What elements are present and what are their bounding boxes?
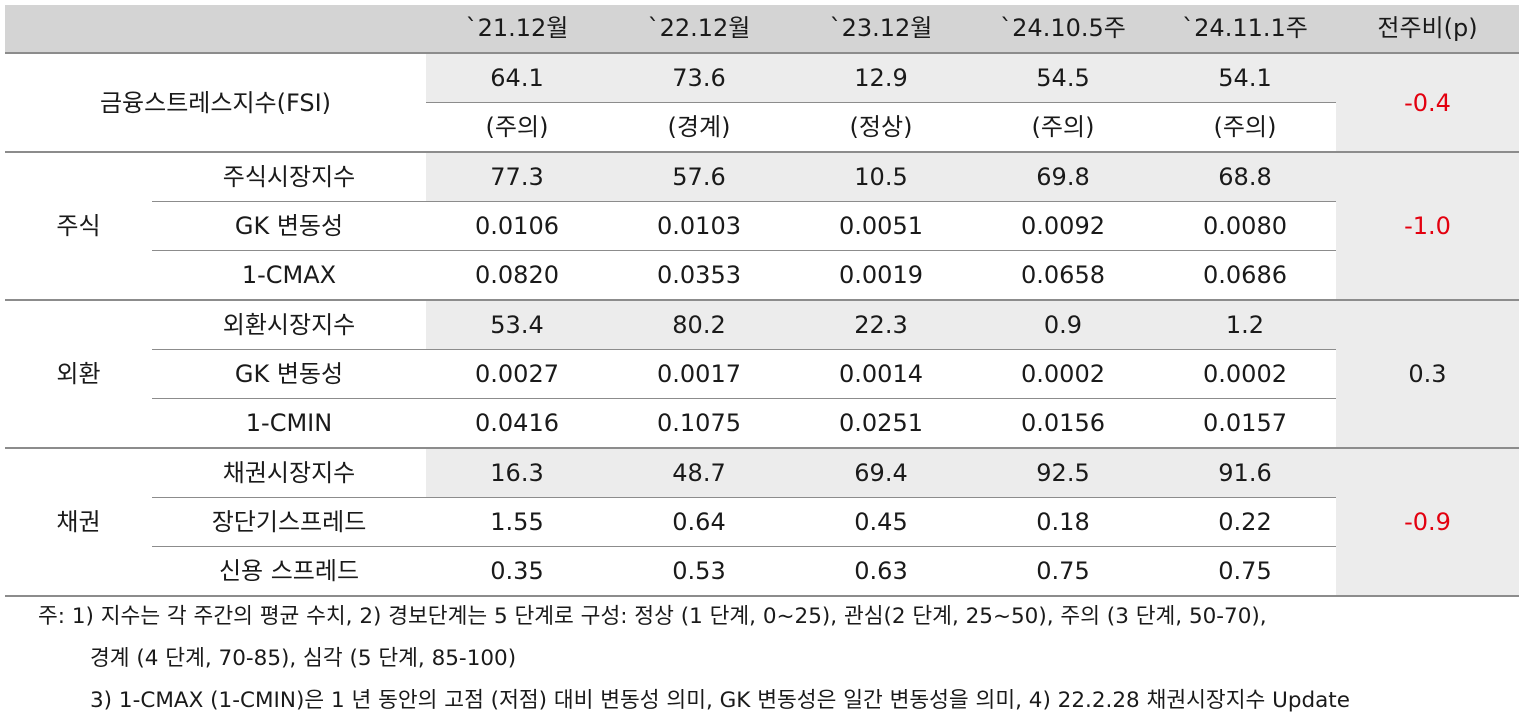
change-cell: -0.4 xyxy=(1336,53,1519,153)
table-cell: 0.75 xyxy=(1154,546,1336,597)
table-cell: 0.63 xyxy=(790,546,972,597)
table-cell: 0.0103 xyxy=(608,201,790,251)
fsi-label: 금융스트레스지수(FSI) xyxy=(5,53,426,153)
table-cell: 0.0251 xyxy=(790,398,972,449)
header-row: `21.12월 `22.12월 `23.12월 `24.10.5주 `24.11… xyxy=(5,5,1519,54)
table-cell: 54.5 xyxy=(972,53,1154,103)
table-cell: 53.4 xyxy=(426,300,608,350)
fsi-status-row: (주의) (경계) (정상) (주의) (주의) xyxy=(5,102,1519,153)
group-label: 채권 xyxy=(5,448,152,597)
row-label: 주식시장지수 xyxy=(152,152,426,202)
table-cell: 0.0658 xyxy=(972,250,1154,301)
table-cell: 0.64 xyxy=(608,497,790,547)
table-cell: 16.3 xyxy=(426,448,608,498)
table-cell: 0.0416 xyxy=(426,398,608,449)
table-cell: 0.1075 xyxy=(608,398,790,449)
table-cell: 0.0080 xyxy=(1154,201,1336,251)
table-row: GK 변동성 0.0027 0.0017 0.0014 0.0002 0.000… xyxy=(5,349,1519,399)
table-cell: 0.0820 xyxy=(426,250,608,301)
table-cell: 69.8 xyxy=(972,152,1154,202)
table-cell: 0.18 xyxy=(972,497,1154,547)
table-cell: 0.45 xyxy=(790,497,972,547)
row-label: 채권시장지수 xyxy=(152,448,426,498)
table-cell: 0.0014 xyxy=(790,349,972,399)
table-cell: 10.5 xyxy=(790,152,972,202)
table-cell: 92.5 xyxy=(972,448,1154,498)
table-cell: 0.0051 xyxy=(790,201,972,251)
footnotes: 주: 1) 지수는 각 주간의 평균 수치, 2) 경보단계는 5 단계로 구성… xyxy=(38,596,1350,722)
change-cell: 0.3 xyxy=(1336,300,1519,449)
table-cell: 0.9 xyxy=(972,300,1154,350)
table-cell: 0.35 xyxy=(426,546,608,597)
table-cell: 73.6 xyxy=(608,53,790,103)
table-cell: 0.0019 xyxy=(790,250,972,301)
table-cell: 77.3 xyxy=(426,152,608,202)
table-row: 주식 주식시장지수 77.3 57.6 10.5 69.8 68.8 -1.0 xyxy=(5,152,1519,301)
row-label: 1-CMIN xyxy=(152,398,426,449)
fsi-value-row: 금융스트레스지수(FSI) 64.1 73.6 12.9 54.5 54.1 -… xyxy=(5,53,1519,153)
group-label: 주식 xyxy=(5,152,152,301)
table-cell: 0.0686 xyxy=(1154,250,1336,301)
status-cell: (정상) xyxy=(790,102,972,153)
column-header: 전주비(p) xyxy=(1336,5,1519,54)
footnote-line: 3) 1-CMAX (1-CMIN)은 1 년 동안의 고점 (저점) 대비 변… xyxy=(90,688,1350,713)
header-blank xyxy=(5,5,426,54)
table-cell: 0.0156 xyxy=(972,398,1154,449)
change-cell: -0.9 xyxy=(1336,448,1519,597)
table-cell: 0.0157 xyxy=(1154,398,1336,449)
table-row: 채권 채권시장지수 16.3 48.7 69.4 92.5 91.6 -0.9 xyxy=(5,448,1519,597)
table-row: 장단기스프레드 1.55 0.64 0.45 0.18 0.22 xyxy=(5,497,1519,547)
row-label: GK 변동성 xyxy=(152,201,426,251)
table-cell: 22.3 xyxy=(790,300,972,350)
row-label: GK 변동성 xyxy=(152,349,426,399)
status-cell: (주의) xyxy=(1154,102,1336,153)
table-cell: 91.6 xyxy=(1154,448,1336,498)
table-cell: 1.2 xyxy=(1154,300,1336,350)
table-cell: 1.55 xyxy=(426,497,608,547)
row-label: 1-CMAX xyxy=(152,250,426,301)
table-row: GK 변동성 0.0106 0.0103 0.0051 0.0092 0.008… xyxy=(5,201,1519,251)
table-row: 외환 외환시장지수 53.4 80.2 22.3 0.9 1.2 0.3 xyxy=(5,300,1519,449)
table-row: 1-CMAX 0.0820 0.0353 0.0019 0.0658 0.068… xyxy=(5,250,1519,301)
table-cell: 12.9 xyxy=(790,53,972,103)
status-cell: (주의) xyxy=(972,102,1154,153)
table-cell: 69.4 xyxy=(790,448,972,498)
table-cell: 0.53 xyxy=(608,546,790,597)
table-row: 신용 스프레드 0.35 0.53 0.63 0.75 0.75 xyxy=(5,546,1519,597)
footnote-line: 주: 1) 지수는 각 주간의 평균 수치, 2) 경보단계는 5 단계로 구성… xyxy=(38,604,1267,629)
row-label: 장단기스프레드 xyxy=(152,497,426,547)
table-cell: 0.0002 xyxy=(1154,349,1336,399)
column-header: `22.12월 xyxy=(608,5,790,54)
table-cell: 64.1 xyxy=(426,53,608,103)
table-cell: 0.22 xyxy=(1154,497,1336,547)
table-cell: 0.0106 xyxy=(426,201,608,251)
table-row: 1-CMIN 0.0416 0.1075 0.0251 0.0156 0.015… xyxy=(5,398,1519,449)
column-header: `21.12월 xyxy=(426,5,608,54)
group-label: 외환 xyxy=(5,300,152,449)
table-cell: 0.0092 xyxy=(972,201,1154,251)
table-cell: 0.0027 xyxy=(426,349,608,399)
column-header: `23.12월 xyxy=(790,5,972,54)
table-cell: 54.1 xyxy=(1154,53,1336,103)
table-cell: 57.6 xyxy=(608,152,790,202)
table-cell: 48.7 xyxy=(608,448,790,498)
table-cell: 0.0353 xyxy=(608,250,790,301)
column-header: `24.10.5주 xyxy=(972,5,1154,54)
footnote-line: 경계 (4 단계, 70-85), 심각 (5 단계, 85-100) xyxy=(90,646,517,671)
table-cell: 0.75 xyxy=(972,546,1154,597)
change-cell: -1.0 xyxy=(1336,152,1519,301)
row-label: 외환시장지수 xyxy=(152,300,426,350)
status-cell: (주의) xyxy=(426,102,608,153)
table-cell: 80.2 xyxy=(608,300,790,350)
table-cell: 68.8 xyxy=(1154,152,1336,202)
fsi-table: `21.12월 `22.12월 `23.12월 `24.10.5주 `24.11… xyxy=(5,5,1519,597)
status-cell: (경계) xyxy=(608,102,790,153)
table-cell: 0.0002 xyxy=(972,349,1154,399)
column-header: `24.11.1주 xyxy=(1154,5,1336,54)
row-label: 신용 스프레드 xyxy=(152,546,426,597)
table-cell: 0.0017 xyxy=(608,349,790,399)
